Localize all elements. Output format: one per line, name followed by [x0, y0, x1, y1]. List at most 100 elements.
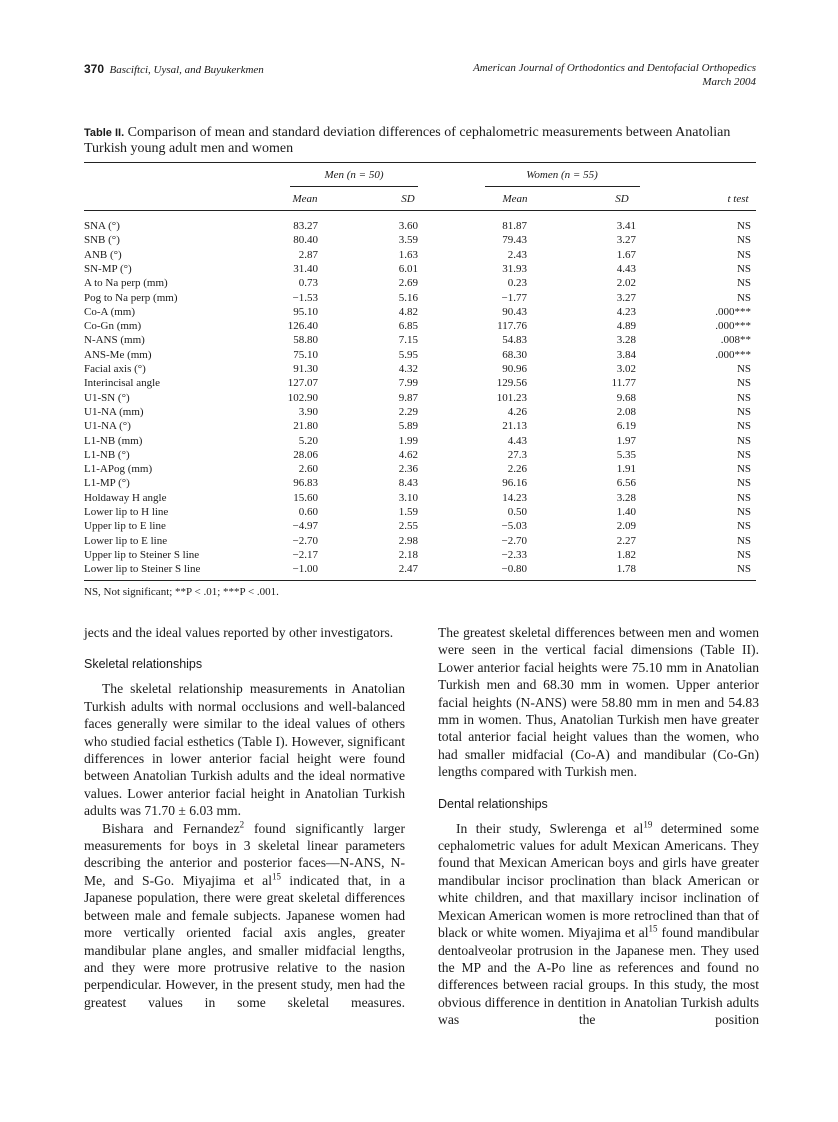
- cell-value: NS: [736, 291, 751, 304]
- cell-value: 75.10: [293, 348, 318, 361]
- cell-value: 0.50: [507, 506, 527, 518]
- cell-value: 28.06: [293, 448, 318, 461]
- cell-value: NS: [736, 262, 751, 275]
- cell-value: 2.60: [298, 463, 318, 476]
- text-run: found significantly larger measurements …: [84, 820, 405, 888]
- table-top-rule: [84, 162, 756, 163]
- caption-text: Comparison of mean and standard deviatio…: [84, 125, 731, 156]
- row-label: U1-NA (mm): [84, 405, 144, 418]
- cell-value: 0.23: [507, 277, 527, 290]
- text-run: The skeletal relationship measurements i…: [84, 681, 405, 819]
- cell-value: NS: [736, 377, 751, 390]
- cell-value: 3.27: [616, 291, 636, 304]
- cell-value: 4.26: [507, 405, 527, 418]
- cell-value: 1.67: [616, 248, 636, 261]
- cell-value: NS: [736, 463, 751, 476]
- text-run: determined some cephalometric values for…: [438, 820, 759, 941]
- paragraph: The greatest skeletal differences betwee…: [438, 624, 759, 781]
- reference: 2: [239, 819, 245, 830]
- table-caption: Table II. Comparison of mean and standar…: [84, 125, 744, 156]
- authors: Basciftci, Uysal, and Buyukerkmen: [109, 64, 264, 76]
- journal: American Journal of Orthodontics and Den…: [473, 62, 756, 74]
- row-label: L1-APog (mm): [84, 463, 153, 476]
- cell-value: 58.80: [293, 334, 318, 347]
- row-label: U1-NA (°): [84, 420, 131, 433]
- column-header: Mean: [502, 193, 528, 205]
- cell-value: NS: [736, 477, 751, 490]
- cell-value: 54.83: [502, 334, 527, 347]
- section-heading: Dental relationships: [438, 796, 548, 811]
- cell-value: 5.16: [398, 291, 418, 304]
- cell-value: 3.90: [298, 405, 318, 418]
- group-header: Men (n = 50): [324, 169, 384, 181]
- cell-value: 4.89: [616, 320, 636, 333]
- text-run: The greatest skeletal differences betwee…: [438, 625, 759, 780]
- cell-value: 2.29: [398, 405, 418, 418]
- paragraph: The skeletal relationship measurements i…: [84, 680, 405, 819]
- cell-value: NS: [736, 506, 751, 518]
- table-footnote: NS, Not significant; **P < .01; ***P < .…: [84, 586, 279, 598]
- row-label: SNA (°): [84, 220, 120, 232]
- cell-value: 83.27: [293, 220, 318, 232]
- cell-value: 3.41: [616, 220, 636, 232]
- cell-value: −5.03: [501, 520, 527, 533]
- cell-value: 11.77: [611, 377, 636, 390]
- cell-value: 80.40: [293, 234, 318, 247]
- row-label: N-ANS (mm): [84, 334, 145, 347]
- text-run: indicated that, in a Japanese population…: [84, 872, 405, 1010]
- cell-value: 1.78: [616, 563, 636, 576]
- reference: 15: [271, 871, 281, 882]
- cell-value: 15.60: [293, 491, 318, 504]
- row-label: Pog to Na perp (mm): [84, 291, 178, 304]
- cell-value: 9.87: [398, 391, 418, 404]
- text-run: jects and the ideal values reported by o…: [84, 625, 394, 640]
- cell-value: .000***: [715, 305, 751, 318]
- cell-value: 96.83: [293, 477, 318, 490]
- cell-value: 3.10: [398, 491, 418, 504]
- text-column: The greatest skeletal differences betwee…: [438, 624, 759, 1029]
- cell-value: NS: [736, 405, 751, 418]
- cell-value: 31.93: [502, 262, 527, 275]
- cell-value: NS: [736, 491, 751, 504]
- cell-value: −2.70: [292, 534, 318, 547]
- text-run: In their study, Swlerenga et al: [456, 820, 644, 836]
- cell-value: 96.16: [502, 477, 527, 490]
- cell-value: 5.35: [616, 448, 636, 461]
- column-header: Mean: [292, 193, 318, 205]
- cell-value: 6.19: [616, 420, 636, 433]
- column-header: t test: [727, 193, 749, 205]
- cell-value: NS: [736, 448, 751, 461]
- cell-value: 101.23: [496, 391, 527, 404]
- cell-value: NS: [736, 277, 751, 290]
- cell-value: 5.89: [398, 420, 418, 433]
- cell-value: 117.76: [497, 320, 527, 333]
- cell-value: NS: [736, 363, 751, 375]
- cell-value: 2.47: [398, 563, 418, 576]
- cell-value: 2.98: [398, 534, 418, 547]
- cell-value: 4.43: [616, 262, 636, 275]
- row-label: Facial axis (°): [84, 363, 146, 375]
- cell-value: 3.60: [398, 220, 418, 232]
- cell-value: 79.43: [502, 234, 527, 247]
- row-label: A to Na perp (mm): [84, 277, 168, 290]
- cell-value: 2.36: [398, 463, 418, 476]
- cell-value: 90.96: [502, 363, 527, 375]
- reference: 15: [648, 923, 658, 934]
- cell-value: 1.59: [398, 506, 418, 518]
- row-label: Holdaway H angle: [84, 491, 167, 504]
- running-header-left: 370 Basciftci, Uysal, and Buyukerkmen: [84, 62, 264, 76]
- cell-value: NS: [736, 220, 751, 232]
- cell-value: NS: [736, 234, 751, 247]
- cell-value: NS: [736, 420, 751, 433]
- cell-value: −0.80: [501, 563, 527, 576]
- column-header: SD: [615, 193, 629, 205]
- cell-value: 7.15: [398, 334, 418, 347]
- cell-value: −4.97: [292, 520, 318, 533]
- column-header: SD: [401, 193, 415, 205]
- row-label: Upper lip to Steiner S line: [84, 548, 200, 561]
- cell-value: NS: [736, 548, 751, 561]
- cell-value: 126.40: [287, 320, 318, 333]
- cell-value: 1.91: [616, 463, 636, 476]
- cell-value: 68.30: [502, 348, 527, 361]
